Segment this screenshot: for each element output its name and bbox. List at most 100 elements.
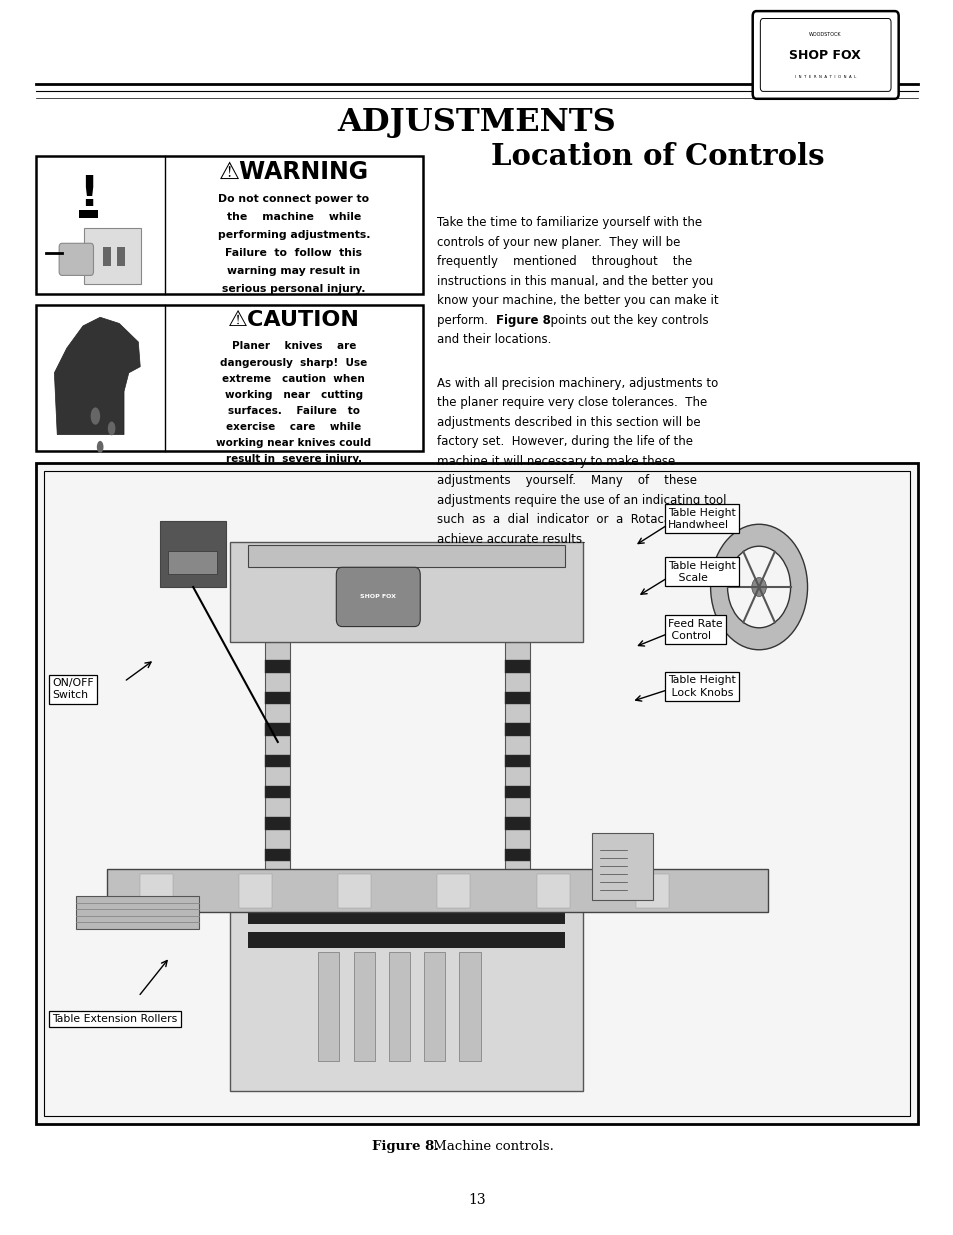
Text: SHOP FOX: SHOP FOX [360,594,395,599]
Bar [265,848,290,861]
Bar [265,881,290,893]
Bar [84,228,141,284]
Text: adjustments    yourself.    Many    of    these: adjustments yourself. Many of these [436,474,697,488]
FancyBboxPatch shape [59,243,93,275]
Bar [505,755,529,767]
Text: know your machine, the better you can make it: know your machine, the better you can ma… [436,294,718,308]
Text: serious personal injury.: serious personal injury. [222,284,365,294]
Text: Table Height
 Lock Knobs: Table Height Lock Knobs [667,676,735,698]
Bar [459,952,480,1061]
Bar [248,913,564,924]
Bar [505,848,529,861]
Text: adjustments described in this section will be: adjustments described in this section wi… [436,416,700,429]
Ellipse shape [91,408,100,425]
Text: I  N  T  E  R  N  A  T  I  O  N  A  L: I N T E R N A T I O N A L [794,74,855,79]
Text: Do not connect power to: Do not connect power to [218,194,369,204]
Text: surfaces.    Failure   to: surfaces. Failure to [228,405,359,416]
Bar [36,305,422,451]
Text: ⚠WARNING: ⚠WARNING [218,161,369,184]
Text: warning may result in: warning may result in [227,266,360,275]
Text: working near knives could: working near knives could [216,437,371,448]
Text: Machine controls.: Machine controls. [429,1140,554,1152]
Bar [36,156,422,294]
Bar [248,546,564,567]
Bar [318,952,339,1061]
Bar [230,542,582,641]
Text: points out the key controls: points out the key controls [543,314,708,327]
Bar [79,210,98,217]
Bar [505,785,529,799]
Text: Table Extension Rollers: Table Extension Rollers [52,1014,177,1024]
Text: As with all precision machinery, adjustments to: As with all precision machinery, adjustm… [436,377,718,390]
Bar [265,818,290,830]
Bar [436,874,470,908]
Bar [36,463,917,1124]
Text: Table Height
   Scale: Table Height Scale [667,561,735,583]
Bar [505,692,529,704]
Bar [140,874,172,908]
Text: dangerously  sharp!  Use: dangerously sharp! Use [220,358,367,368]
Text: Take the time to familiarize yourself with the: Take the time to familiarize yourself wi… [436,216,701,230]
Text: Feed Rate
 Control: Feed Rate Control [667,619,721,641]
Circle shape [751,578,765,597]
Text: 13: 13 [468,1193,485,1208]
Ellipse shape [97,441,104,453]
Bar [265,785,290,799]
Text: performing adjustments.: performing adjustments. [217,230,370,240]
Text: Figure 8.: Figure 8. [372,1140,438,1152]
Bar [265,724,290,736]
Bar [265,641,290,893]
Text: Table Height
Handwheel: Table Height Handwheel [667,508,735,530]
Bar [117,247,125,266]
Text: extreme   caution  when: extreme caution when [222,373,365,384]
Bar [248,932,564,948]
Text: perform.: perform. [436,314,495,327]
Bar [165,156,166,294]
Text: exercise    care    while: exercise care while [226,422,361,432]
Bar [389,952,410,1061]
Bar [337,874,371,908]
Polygon shape [54,317,140,435]
Text: achieve accurate results.: achieve accurate results. [436,532,585,546]
Bar [505,881,529,893]
Bar [107,869,767,913]
Bar [505,641,529,893]
Text: Planer    knives    are: Planer knives are [232,341,355,352]
Text: machine it will necessary to make these: machine it will necessary to make these [436,454,675,468]
Text: frequently    mentioned    throughout    the: frequently mentioned throughout the [436,256,692,268]
Text: the planer require very close tolerances.  The: the planer require very close tolerances… [436,396,706,409]
Bar [239,874,272,908]
Ellipse shape [108,421,115,436]
Text: such  as  a  dial  indicator  or  a  Rotacator®  to: such as a dial indicator or a Rotacator®… [436,514,719,526]
FancyBboxPatch shape [336,567,420,626]
Bar [505,724,529,736]
Text: Figure 8: Figure 8 [496,314,551,327]
Text: Failure  to  follow  this: Failure to follow this [225,248,362,258]
Text: Location of Controls: Location of Controls [491,142,824,172]
Text: working   near   cutting: working near cutting [225,390,362,400]
Text: controls of your new planer.  They will be: controls of your new planer. They will b… [436,236,679,248]
Text: result in  severe injury.: result in severe injury. [226,453,361,464]
Bar [169,551,216,574]
Text: ON/OFF
Switch: ON/OFF Switch [52,678,94,700]
Text: WOODSTOCK: WOODSTOCK [808,32,841,37]
Bar [159,521,226,587]
Text: !: ! [79,173,98,215]
Bar [103,247,111,266]
Text: and their locations.: and their locations. [436,333,551,346]
Bar [265,692,290,704]
Bar [505,818,529,830]
Text: instructions in this manual, and the better you: instructions in this manual, and the bet… [436,274,713,288]
FancyBboxPatch shape [760,19,890,91]
Bar [505,661,529,673]
Text: ADJUSTMENTS: ADJUSTMENTS [337,106,616,138]
Bar [354,952,375,1061]
Text: adjustments require the use of an indicating tool: adjustments require the use of an indica… [436,494,725,506]
Text: ⚠CAUTION: ⚠CAUTION [228,310,359,330]
Bar [635,874,668,908]
FancyBboxPatch shape [752,11,898,99]
Bar [424,952,445,1061]
Bar [265,661,290,673]
Bar [536,874,569,908]
Bar [591,834,653,899]
